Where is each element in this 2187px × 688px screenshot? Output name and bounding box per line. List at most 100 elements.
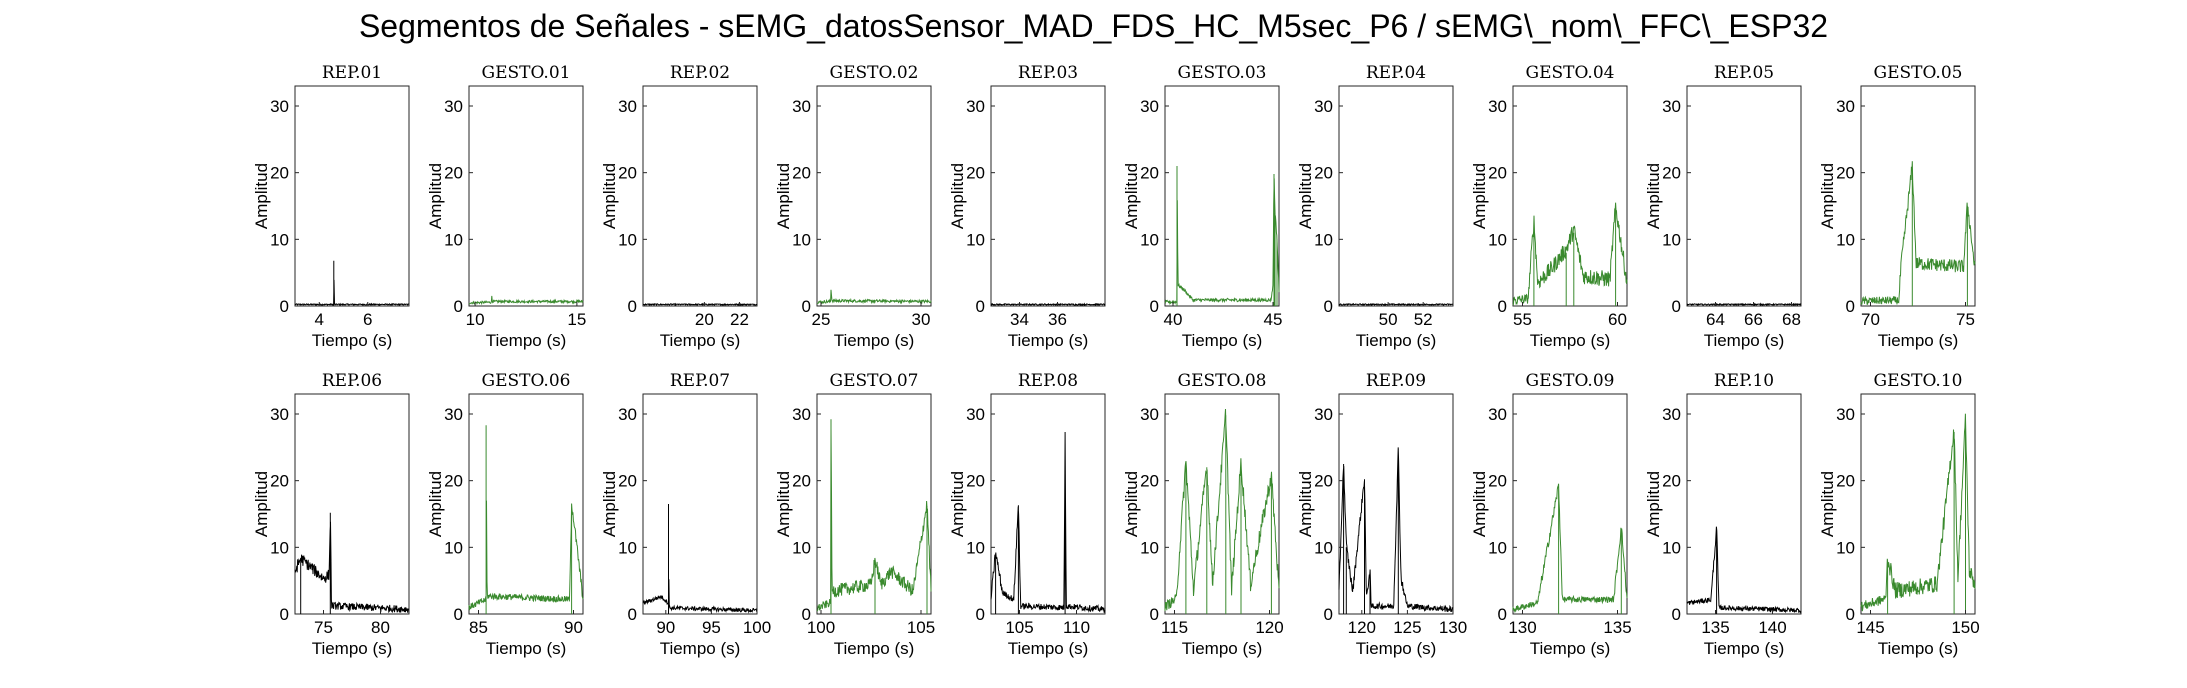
subplot-title: REP.04 [1366, 63, 1426, 83]
axes-box [1338, 393, 1454, 615]
y-tick-label: 30 [618, 405, 637, 424]
y-tick-label: 30 [1662, 97, 1681, 116]
subplot-gesto-10: GESTO.10 0 10 20 30 145 150 Tiempo (s) Amplitud [1818, 371, 1980, 658]
subplot-title: GESTO.08 [1178, 371, 1267, 391]
signal-line [990, 302, 1106, 307]
x-tick-label: 130 [1508, 618, 1536, 637]
y-tick-label: 0 [454, 297, 463, 316]
subplot-title: REP.07 [670, 371, 730, 391]
y-tick-label: 20 [1314, 472, 1333, 491]
y-axis-label: Amplitud [426, 471, 445, 537]
subplot-gesto-09: GESTO.09 0 10 20 30 130 135 Tiempo (s) Amplitud [1470, 371, 1632, 658]
x-axis-label: Tiempo (s) [1878, 331, 1959, 350]
x-tick-label: 66 [1744, 310, 1763, 329]
y-tick-label: 0 [454, 605, 463, 624]
x-tick-label: 100 [807, 618, 835, 637]
y-tick-label: 10 [1314, 230, 1333, 249]
x-tick-label: 36 [1048, 310, 1067, 329]
x-tick-label: 70 [1861, 310, 1880, 329]
subplot-title: GESTO.09 [1526, 371, 1615, 391]
y-tick-label: 20 [444, 164, 463, 183]
subplot-rep-03: REP.03 0 10 20 30 34 36 Tiempo (s) Amplitud [948, 63, 1106, 350]
x-tick-label: 105 [907, 618, 935, 637]
y-tick-label: 20 [1488, 164, 1507, 183]
y-tick-label: 20 [1836, 472, 1855, 491]
y-tick-label: 10 [1140, 538, 1159, 557]
subplot-gesto-04: GESTO.04 0 10 20 30 55 60 Tiempo (s) Amplitud [1470, 63, 1628, 350]
y-tick-label: 0 [1150, 297, 1159, 316]
x-tick-label: 135 [1603, 618, 1631, 637]
y-tick-label: 0 [1846, 605, 1855, 624]
y-tick-label: 0 [1672, 297, 1681, 316]
subplot-title: GESTO.07 [830, 371, 919, 391]
y-axis-label: Amplitud [774, 163, 793, 229]
subplot-title: GESTO.02 [830, 63, 919, 83]
x-tick-label: 34 [1010, 310, 1029, 329]
x-axis-label: Tiempo (s) [312, 639, 393, 658]
y-tick-label: 30 [792, 405, 811, 424]
axes-box [1512, 85, 1628, 307]
y-tick-label: 0 [802, 605, 811, 624]
signal-line [1686, 302, 1802, 307]
axes-box [1686, 393, 1802, 615]
x-axis-label: Tiempo (s) [486, 331, 567, 350]
y-tick-label: 30 [966, 405, 985, 424]
x-tick-label: 55 [1513, 310, 1532, 329]
subplot-gesto-05: GESTO.05 0 10 20 30 70 75 Tiempo (s) Amplitud [1818, 63, 1976, 350]
x-tick-label: 75 [1956, 310, 1975, 329]
y-tick-label: 10 [1836, 538, 1855, 557]
y-tick-label: 20 [1662, 164, 1681, 183]
x-axis-label: Tiempo (s) [660, 331, 741, 350]
x-tick-label: 6 [363, 310, 372, 329]
y-tick-label: 0 [802, 297, 811, 316]
y-tick-label: 30 [444, 97, 463, 116]
axes-box [642, 393, 758, 615]
signal-line [1164, 408, 1280, 614]
x-tick-label: 95 [702, 618, 721, 637]
subplot-title: REP.06 [322, 371, 382, 391]
x-axis-label: Tiempo (s) [660, 639, 741, 658]
subplot-rep-08: REP.08 0 10 20 30 105 110 Tiempo (s) Amplitud [948, 371, 1106, 658]
subplot-title: REP.08 [1018, 371, 1078, 391]
subplot-title: GESTO.05 [1874, 63, 1963, 83]
signal-line [817, 289, 932, 305]
y-tick-label: 30 [966, 97, 985, 116]
signal-line [1338, 447, 1454, 614]
x-axis-label: Tiempo (s) [1182, 331, 1263, 350]
y-tick-label: 30 [1140, 97, 1159, 116]
y-tick-label: 0 [1150, 605, 1159, 624]
y-axis-label: Amplitud [252, 163, 271, 229]
subplot-rep-05: REP.05 0 10 20 30 64 66 68 Tiempo (s) Amplitud [1644, 63, 1802, 350]
y-tick-label: 10 [618, 538, 637, 557]
x-tick-label: 130 [1439, 618, 1467, 637]
x-tick-label: 10 [466, 310, 485, 329]
figure-title: Segmentos de Señales - sEMG_datosSensor_… [358, 8, 1829, 44]
subplot-gesto-08: GESTO.08 0 10 20 30 115 120 Tiempo (s) Amplitud [1122, 371, 1284, 658]
x-tick-label: 150 [1951, 618, 1979, 637]
y-tick-label: 30 [792, 97, 811, 116]
y-tick-label: 30 [1836, 405, 1855, 424]
x-axis-label: Tiempo (s) [1704, 331, 1785, 350]
signal-line [816, 419, 932, 614]
x-axis-label: Tiempo (s) [1530, 639, 1611, 658]
x-tick-label: 40 [1164, 310, 1183, 329]
y-tick-label: 30 [1314, 405, 1333, 424]
x-tick-label: 15 [567, 310, 586, 329]
y-tick-label: 10 [444, 538, 463, 557]
x-tick-label: 115 [1161, 618, 1188, 637]
x-tick-label: 4 [315, 310, 324, 329]
y-tick-label: 20 [270, 164, 289, 183]
y-tick-label: 20 [1140, 164, 1159, 183]
x-tick-label: 140 [1758, 618, 1786, 637]
y-tick-label: 10 [1836, 230, 1855, 249]
y-tick-label: 10 [1488, 230, 1507, 249]
subplot-rep-06: REP.06 0 10 20 30 75 80 Tiempo (s) Amplitud [252, 371, 410, 658]
y-axis-label: Amplitud [1818, 163, 1837, 229]
signal-line [294, 512, 410, 614]
subplot-rep-04: REP.04 0 10 20 30 50 52 Tiempo (s) Amplitud [1296, 63, 1454, 350]
x-tick-label: 120 [1255, 618, 1283, 637]
